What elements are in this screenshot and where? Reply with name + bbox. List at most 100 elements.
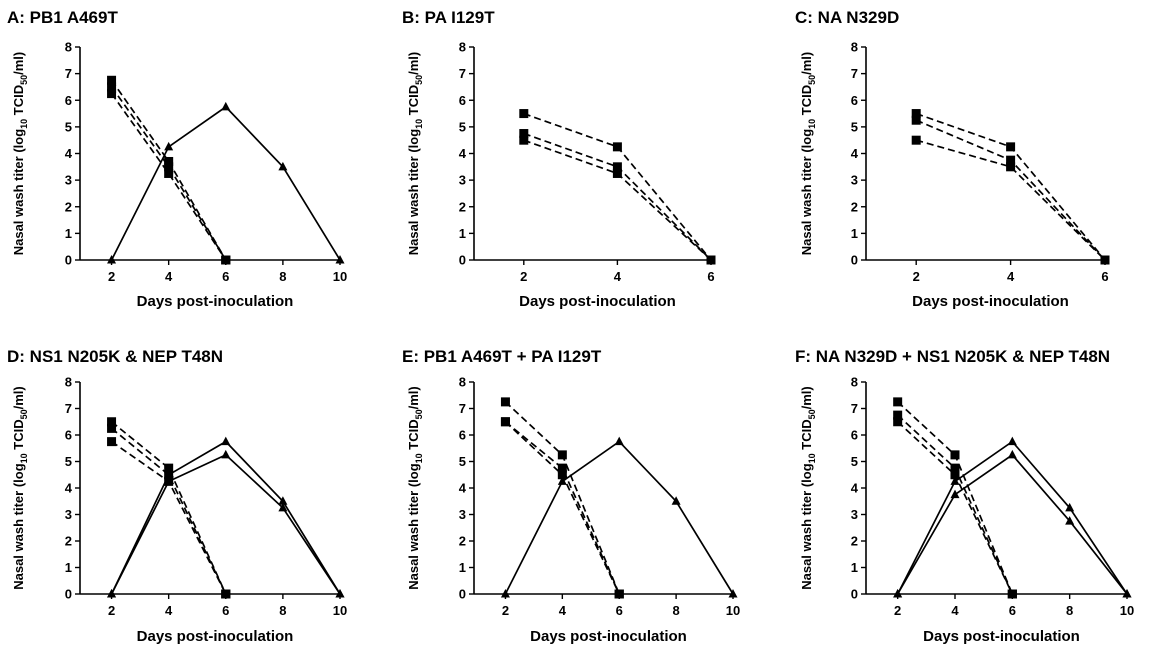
- y-tick-label: 5: [851, 119, 858, 134]
- y-axis-title-part: Nasal wash titer (log: [406, 129, 421, 255]
- y-tick-label: 3: [851, 507, 858, 522]
- data-point-triangle: [950, 489, 960, 499]
- data-point-triangle: [335, 255, 345, 264]
- data-point-square: [893, 417, 903, 427]
- y-axis-title-part: /ml): [406, 52, 421, 75]
- x-tick-label: 10: [333, 269, 347, 284]
- data-point-square: [1006, 142, 1016, 152]
- y-axis-title-part: TCID: [11, 419, 26, 453]
- data-point-square: [221, 255, 231, 265]
- y-tick-label: 7: [65, 66, 72, 81]
- x-tick-label: 4: [614, 269, 622, 284]
- y-tick-label: 3: [459, 173, 466, 188]
- data-point-square: [911, 135, 921, 145]
- x-axis-title: Days post-inoculation: [519, 293, 676, 310]
- data-point-square: [1007, 589, 1017, 599]
- data-point-triangle: [671, 496, 681, 505]
- data-point-square: [107, 82, 117, 92]
- data-point-square: [164, 463, 174, 473]
- series-line-solid: [896, 453, 1128, 595]
- y-tick-label: 0: [459, 253, 466, 268]
- data-point-triangle: [107, 589, 117, 598]
- data-point-square: [500, 397, 510, 407]
- data-point-square: [557, 450, 567, 460]
- y-tick-label: 3: [459, 507, 466, 522]
- x-tick-label: 4: [951, 603, 959, 618]
- x-axis-title: Days post-inoculation: [530, 628, 687, 645]
- chart-panel: A: PB1 A469T 0 1 2 3 4 5 6 7 8 2 4 6 8 10 Days post-ino…: [7, 8, 347, 310]
- chart-panel: D: NS1 N205K & NEP T48N 0 1 2 3 4 5 6 7 8 2 4 6 8 10 Da…: [7, 347, 347, 645]
- series-line-dashed: [111, 427, 227, 595]
- x-tick-label: 4: [1007, 269, 1015, 284]
- panel-title: F: NA N329D + NS1 N205K & NEP T48N: [795, 347, 1110, 366]
- y-tick-label: 2: [65, 199, 72, 214]
- x-axis-title: Days post-inoculation: [137, 628, 294, 645]
- y-axis-title-subscript: 50: [414, 75, 424, 85]
- data-point-square: [1006, 155, 1016, 165]
- panel-title: D: NS1 N205K & NEP T48N: [7, 347, 223, 366]
- data-point-triangle: [614, 436, 624, 446]
- data-point-square: [612, 162, 622, 172]
- x-tick-label: 6: [1101, 269, 1108, 284]
- data-point-square: [950, 450, 960, 460]
- y-axis-title-part: TCID: [799, 419, 814, 453]
- data-point-square: [107, 89, 117, 99]
- x-tick-label: 2: [520, 269, 527, 284]
- x-tick-label: 2: [108, 603, 115, 618]
- series-line-dashed: [915, 119, 1106, 261]
- data-point-square: [107, 417, 117, 427]
- panel-title: B: PA I129T: [402, 8, 495, 27]
- y-axis-title-part: /ml): [11, 386, 26, 409]
- data-point-triangle: [164, 476, 174, 485]
- x-tick-label: 10: [1120, 603, 1134, 618]
- series-line-dashed: [523, 139, 712, 261]
- y-axis-title-part: TCID: [406, 85, 421, 119]
- y-axis-title: Nasal wash titer (log10 TCID50/ml): [799, 386, 817, 590]
- data-point-square: [557, 463, 567, 473]
- data-point-square: [107, 75, 117, 85]
- data-point-square: [950, 470, 960, 480]
- y-tick-label: 3: [851, 173, 858, 188]
- x-axis-title: Days post-inoculation: [137, 293, 294, 310]
- y-axis-title-part: TCID: [11, 85, 26, 119]
- y-tick-label: 6: [65, 93, 72, 108]
- y-tick-label: 2: [65, 534, 72, 549]
- y-axis-title-subscript: 10: [414, 453, 424, 463]
- y-tick-label: 5: [851, 454, 858, 469]
- y-axis-title-subscript: 50: [414, 409, 424, 419]
- chart-panel: F: NA N329D + NS1 N205K & NEP T48N 0 1 2 3 4 5…: [795, 347, 1134, 645]
- data-point-triangle: [893, 589, 903, 598]
- y-tick-label: 4: [851, 146, 859, 161]
- x-tick-label: 4: [165, 603, 173, 618]
- y-tick-label: 4: [65, 481, 73, 496]
- x-axis-title: Days post-inoculation: [923, 628, 1080, 645]
- data-point-square: [1100, 255, 1110, 265]
- x-tick-label: 2: [108, 269, 115, 284]
- y-tick-label: 6: [459, 93, 466, 108]
- x-tick-label: 2: [502, 603, 509, 618]
- panel-title: C: NA N329D: [795, 8, 899, 27]
- y-tick-label: 2: [851, 199, 858, 214]
- x-tick-label: 2: [894, 603, 901, 618]
- y-tick-label: 6: [459, 428, 466, 443]
- x-tick-label: 6: [1009, 603, 1016, 618]
- y-tick-label: 5: [459, 454, 466, 469]
- y-axis-title-subscript: 10: [19, 119, 29, 129]
- y-tick-label: 8: [65, 40, 72, 55]
- x-tick-label: 10: [333, 603, 347, 618]
- x-tick-label: 8: [279, 269, 286, 284]
- y-axis-title-part: Nasal wash titer (log: [406, 463, 421, 589]
- series-line-solid: [110, 440, 341, 595]
- y-tick-label: 0: [459, 587, 466, 602]
- x-tick-label: 6: [707, 269, 714, 284]
- data-point-triangle: [335, 589, 345, 598]
- y-axis-title-subscript: 10: [19, 453, 29, 463]
- y-tick-label: 4: [851, 481, 859, 496]
- y-axis-title-part: /ml): [799, 52, 814, 75]
- panel-title: A: PB1 A469T: [7, 8, 118, 27]
- data-point-triangle: [221, 449, 231, 459]
- y-tick-label: 8: [459, 40, 466, 55]
- data-point-triangle: [1007, 436, 1017, 446]
- data-point-square: [612, 168, 622, 178]
